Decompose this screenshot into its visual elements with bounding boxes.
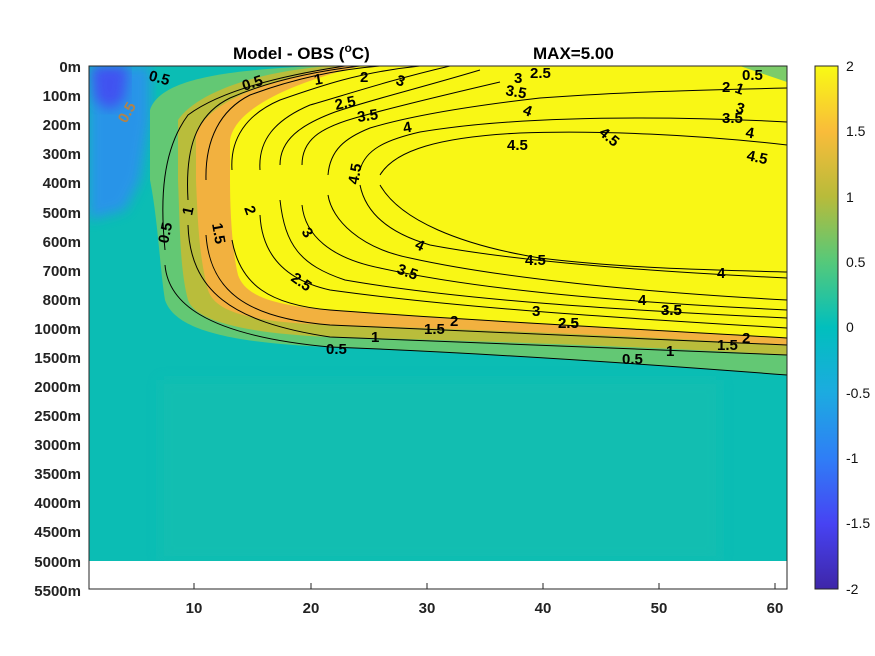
- contour-label: 3.5: [661, 302, 682, 319]
- y-tick-label: 4000m: [34, 495, 81, 512]
- colorbar-tick-label: 0.5: [846, 254, 866, 270]
- y-tick-label: 0m: [59, 59, 81, 76]
- contour-label: 1: [371, 329, 379, 346]
- colorbar-tick-label: -2: [846, 581, 859, 597]
- y-tick-label: 2500m: [34, 408, 81, 425]
- contour-label: 3: [532, 303, 540, 320]
- x-tick-label: 50: [651, 600, 668, 617]
- contour-label: 3.5: [395, 261, 420, 284]
- colorbar-tick-label: 1.5: [846, 123, 866, 139]
- y-tick-label: 1500m: [34, 350, 81, 367]
- contour-label: 3.5: [356, 106, 379, 126]
- contour-label: 4: [638, 292, 647, 309]
- x-tick-label: 20: [303, 600, 320, 617]
- y-tick-label: 300m: [43, 146, 81, 163]
- contour-label: 1: [666, 343, 674, 360]
- y-tick-label: 3500m: [34, 466, 81, 483]
- x-axis: [193, 583, 776, 589]
- contour-label: 1.5: [208, 222, 228, 245]
- x-tick-label: 40: [535, 600, 552, 617]
- y-tick-label: 500m: [43, 205, 81, 222]
- contour-label: 4: [402, 119, 414, 137]
- contour-label: 0.5: [240, 72, 265, 95]
- colorbar-tick-label: -1.5: [846, 515, 870, 531]
- contour-label: 2: [722, 79, 730, 96]
- contour-label: 0.5: [622, 351, 643, 368]
- contour-label: 4: [744, 124, 756, 142]
- contour-label: 4.5: [507, 137, 528, 154]
- contour-label: 1: [313, 71, 324, 89]
- contour-label: 0.5: [147, 67, 172, 89]
- contour-label: 2.5: [333, 93, 357, 114]
- contour-label: 0.5: [326, 341, 347, 358]
- contour-label: 3.5: [661, 302, 682, 319]
- contour-label: 3.5: [504, 82, 527, 102]
- colorbar-tick-label: 1: [846, 189, 854, 205]
- y-tick-label: 2000m: [34, 379, 81, 396]
- contour-label: 1: [179, 205, 197, 217]
- contour-lines: [162, 66, 787, 376]
- contour-label: 4: [717, 265, 726, 282]
- contour-label: 3: [514, 70, 522, 87]
- colorbar: [814, 65, 839, 590]
- contour-label: 2: [360, 69, 368, 86]
- contour-label: 3.5: [722, 110, 743, 127]
- colorbar-tick-label: 0: [846, 319, 854, 335]
- heatmap-field: [89, 66, 787, 561]
- colorbar-tick-label: -0.5: [846, 385, 870, 401]
- y-tick-label: 1000m: [34, 321, 81, 338]
- contour-label: 1.5: [424, 321, 445, 338]
- y-tick-label: 4500m: [34, 524, 81, 541]
- x-tick-label: 60: [767, 600, 784, 617]
- colorbar-tick-label: -1: [846, 450, 859, 466]
- contour-label: 4.5: [345, 162, 365, 185]
- x-tick-label: 30: [419, 600, 436, 617]
- contour-label: 2: [742, 330, 750, 347]
- contour-label: 2: [450, 313, 458, 330]
- y-tick-label: 700m: [43, 263, 81, 280]
- max-annotation: MAX=5.00: [533, 44, 614, 63]
- colorbar-tick-label: 2: [846, 58, 854, 74]
- y-tick-label: 800m: [43, 292, 81, 309]
- contour-label: 1.5: [717, 337, 738, 354]
- chart-title: Model - OBS (oC): [233, 41, 370, 63]
- y-tick-label: 600m: [43, 234, 81, 251]
- y-tick-label: 5000m: [34, 554, 81, 571]
- y-tick-label: 5500m: [34, 583, 81, 600]
- contour-label: 0.5: [155, 221, 176, 245]
- contour-label: 4.5: [745, 147, 769, 168]
- x-tick-label: 10: [186, 600, 203, 617]
- y-tick-label: 100m: [43, 88, 81, 105]
- contour-label: 0.5: [742, 67, 763, 84]
- contour-label: 2.5: [558, 315, 579, 332]
- y-tick-label: 3000m: [34, 437, 81, 454]
- contour-label: 4.5: [525, 252, 546, 269]
- plot-frame: [88, 65, 788, 590]
- contour-label: 2.5: [530, 65, 551, 82]
- contour-label: 2.5: [558, 315, 579, 332]
- y-tick-label: 400m: [43, 175, 81, 192]
- y-tick-label: 200m: [43, 117, 81, 134]
- y-axis: 0m 100m 200m 300m 400m 500m 600m 700m 80…: [34, 59, 81, 600]
